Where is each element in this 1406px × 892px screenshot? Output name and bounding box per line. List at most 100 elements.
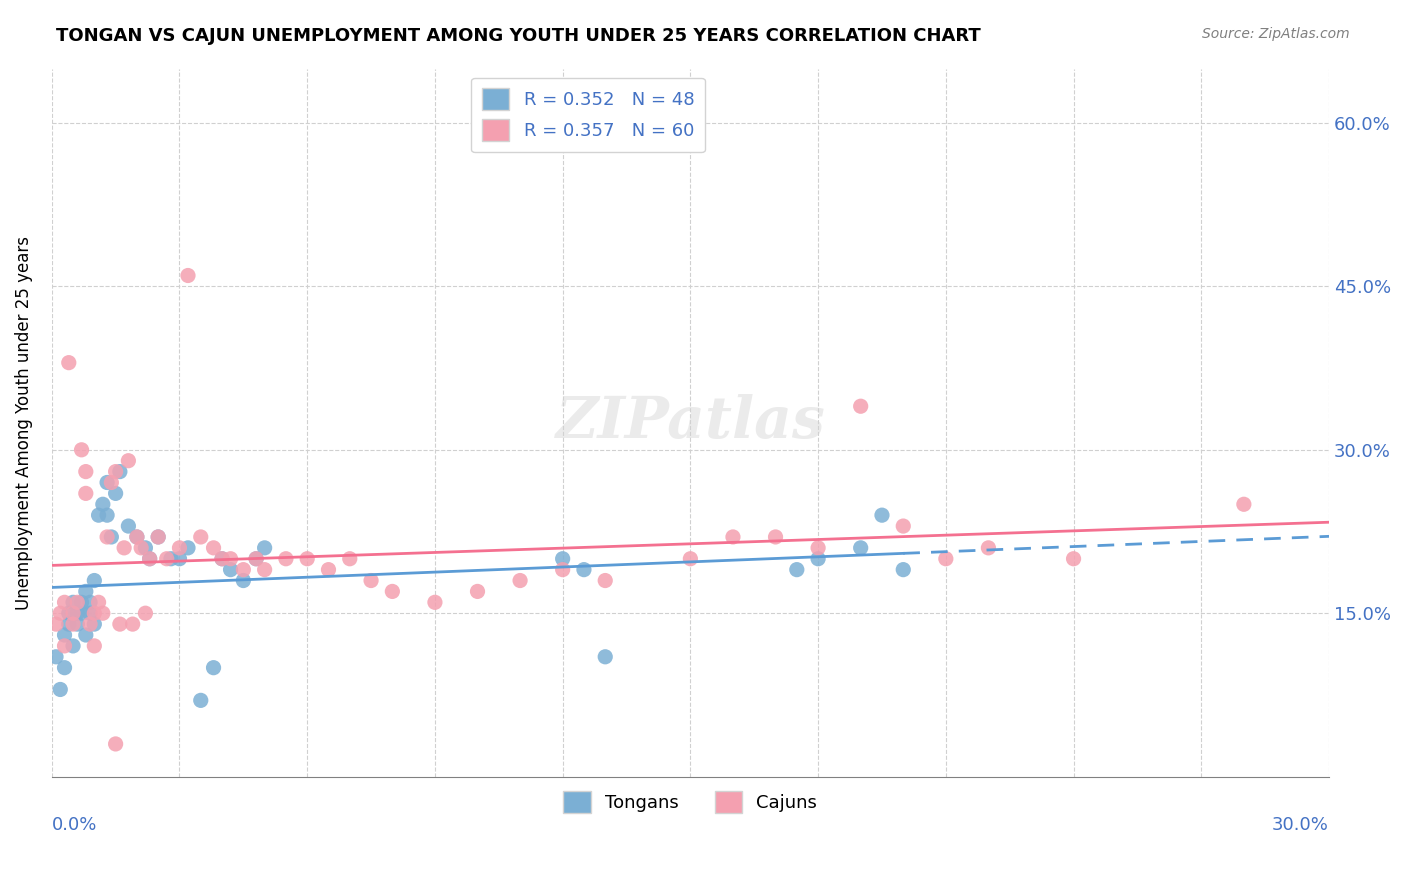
Point: [1063, 551, 1085, 566]
Point: [169, 551, 191, 566]
Point: [807, 551, 830, 566]
Point: [112, 541, 135, 555]
Point: [148, 530, 170, 544]
Point: [79, 617, 101, 632]
Point: [108, 617, 131, 632]
Point: [509, 574, 531, 588]
Point: [721, 530, 744, 544]
Point: [593, 574, 616, 588]
Point: [45, 649, 67, 664]
Point: [66, 606, 89, 620]
Point: [160, 551, 183, 566]
Point: [62, 606, 84, 620]
Point: [849, 541, 872, 555]
Point: [138, 551, 160, 566]
Point: [83, 617, 105, 632]
Text: TONGAN VS CAJUN UNEMPLOYMENT AMONG YOUTH UNDER 25 YEARS CORRELATION CHART: TONGAN VS CAJUN UNEMPLOYMENT AMONG YOUTH…: [56, 27, 981, 45]
Point: [83, 574, 105, 588]
Point: [219, 551, 242, 566]
Point: [75, 486, 97, 500]
Point: [79, 606, 101, 620]
Point: [62, 617, 84, 632]
Point: [75, 465, 97, 479]
Point: [91, 497, 114, 511]
Point: [104, 486, 127, 500]
Point: [202, 541, 225, 555]
Point: [786, 563, 808, 577]
Text: 0.0%: 0.0%: [52, 815, 97, 833]
Point: [190, 530, 212, 544]
Point: [551, 563, 574, 577]
Point: [253, 563, 276, 577]
Point: [75, 584, 97, 599]
Point: [100, 530, 122, 544]
Point: [104, 737, 127, 751]
Point: [66, 595, 89, 609]
Point: [58, 606, 80, 620]
Point: [977, 541, 1000, 555]
Point: [49, 682, 72, 697]
Point: [935, 551, 957, 566]
Point: [467, 584, 489, 599]
Point: [134, 606, 156, 620]
Point: [53, 661, 76, 675]
Point: [211, 551, 233, 566]
Point: [45, 617, 67, 632]
Point: [91, 606, 114, 620]
Point: [58, 356, 80, 370]
Point: [58, 617, 80, 632]
Point: [190, 693, 212, 707]
Point: [245, 551, 267, 566]
Point: [125, 530, 148, 544]
Point: [274, 551, 297, 566]
Point: [79, 595, 101, 609]
Point: [96, 508, 118, 523]
Point: [104, 465, 127, 479]
Text: 30.0%: 30.0%: [1272, 815, 1329, 833]
Point: [53, 595, 76, 609]
Point: [1233, 497, 1256, 511]
Point: [177, 541, 200, 555]
Point: [62, 639, 84, 653]
Point: [121, 617, 143, 632]
Point: [807, 541, 830, 555]
Point: [232, 563, 254, 577]
Point: [551, 551, 574, 566]
Point: [117, 519, 139, 533]
Point: [53, 639, 76, 653]
Point: [849, 399, 872, 413]
Point: [219, 563, 242, 577]
Point: [360, 574, 382, 588]
Point: [53, 628, 76, 642]
Point: [87, 595, 110, 609]
Point: [49, 606, 72, 620]
Point: [96, 530, 118, 544]
Point: [125, 530, 148, 544]
Text: ZIPatlas: ZIPatlas: [555, 394, 825, 450]
Point: [129, 541, 152, 555]
Point: [138, 551, 160, 566]
Point: [83, 639, 105, 653]
Point: [148, 530, 170, 544]
Point: [70, 442, 93, 457]
Point: [891, 563, 914, 577]
Point: [100, 475, 122, 490]
Point: [318, 563, 340, 577]
Legend: Tongans, Cajuns: Tongans, Cajuns: [553, 780, 828, 824]
Point: [83, 606, 105, 620]
Point: [62, 595, 84, 609]
Point: [423, 595, 446, 609]
Point: [765, 530, 787, 544]
Point: [295, 551, 318, 566]
Point: [87, 508, 110, 523]
Text: Source: ZipAtlas.com: Source: ZipAtlas.com: [1202, 27, 1350, 41]
Point: [245, 551, 267, 566]
Point: [211, 551, 233, 566]
Point: [70, 606, 93, 620]
Point: [134, 541, 156, 555]
Point: [66, 617, 89, 632]
Point: [96, 475, 118, 490]
Point: [75, 628, 97, 642]
Point: [870, 508, 893, 523]
Point: [593, 649, 616, 664]
